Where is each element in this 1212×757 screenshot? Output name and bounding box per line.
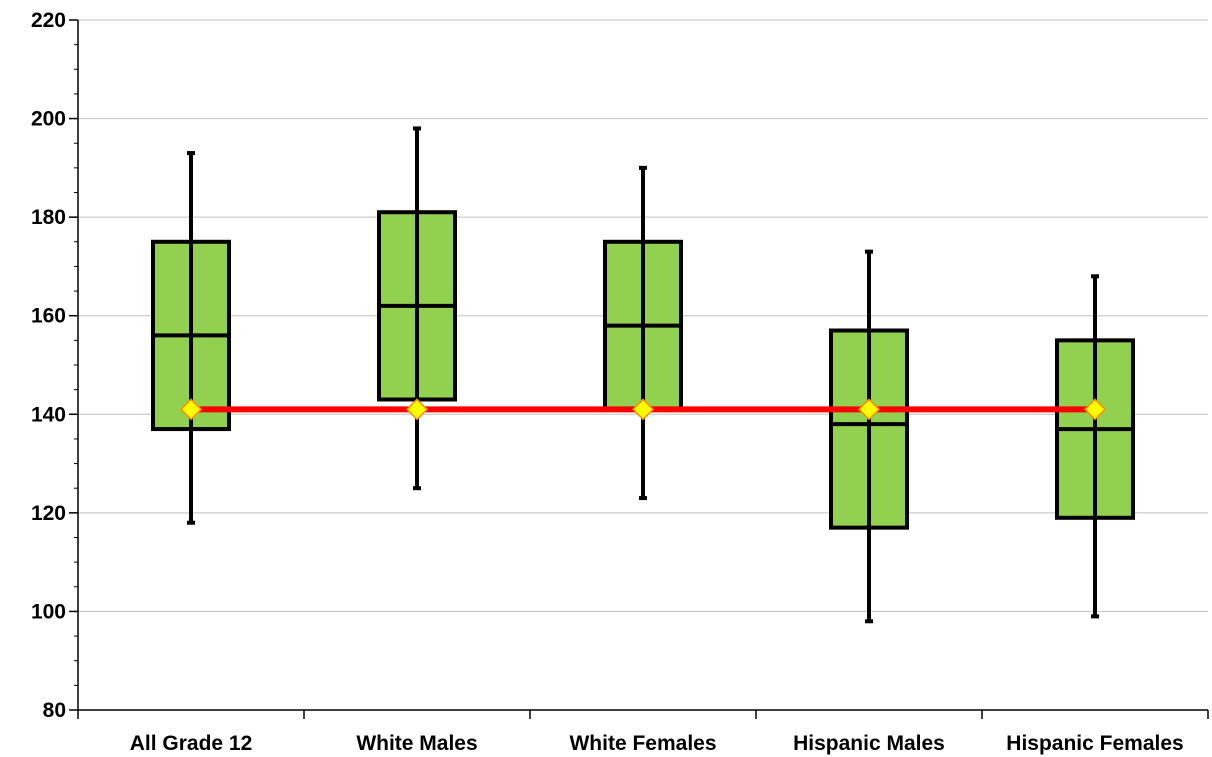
reference-marker	[405, 398, 429, 421]
y-tick-label: 80	[43, 699, 66, 722]
y-tick-label: 180	[31, 206, 66, 229]
y-tick-label: 160	[31, 305, 66, 328]
y-tick-label: 140	[31, 403, 66, 426]
y-tick-label: 220	[31, 9, 66, 32]
y-tick-label: 120	[31, 502, 66, 525]
x-category-label: All Grade 12	[130, 732, 253, 755]
box-1	[151, 151, 231, 525]
reference-marker	[179, 398, 203, 421]
reference-marker	[631, 398, 655, 421]
box-3	[603, 165, 683, 501]
boxes	[151, 126, 1135, 624]
box-4	[829, 249, 909, 624]
reference-marker	[857, 398, 881, 421]
y-axis-ticks: 80 100 120 140 160 180 200 220	[31, 9, 78, 722]
x-category-label: White Males	[356, 732, 477, 755]
x-axis-labels: All Grade 12 White Males White Females Hisp…	[130, 732, 1184, 755]
box-5	[1055, 274, 1135, 619]
y-tick-label: 200	[31, 108, 66, 131]
x-category-label: Hispanic Females	[1006, 732, 1183, 755]
reference-line	[179, 398, 1107, 421]
reference-marker	[1083, 398, 1107, 421]
x-category-label: Hispanic Males	[793, 732, 945, 755]
x-category-label: White Females	[569, 732, 716, 755]
box-2	[377, 126, 457, 491]
y-tick-label: 100	[31, 600, 66, 623]
